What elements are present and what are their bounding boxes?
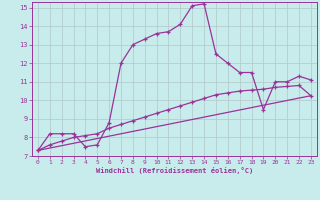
X-axis label: Windchill (Refroidissement éolien,°C): Windchill (Refroidissement éolien,°C) [96, 167, 253, 174]
